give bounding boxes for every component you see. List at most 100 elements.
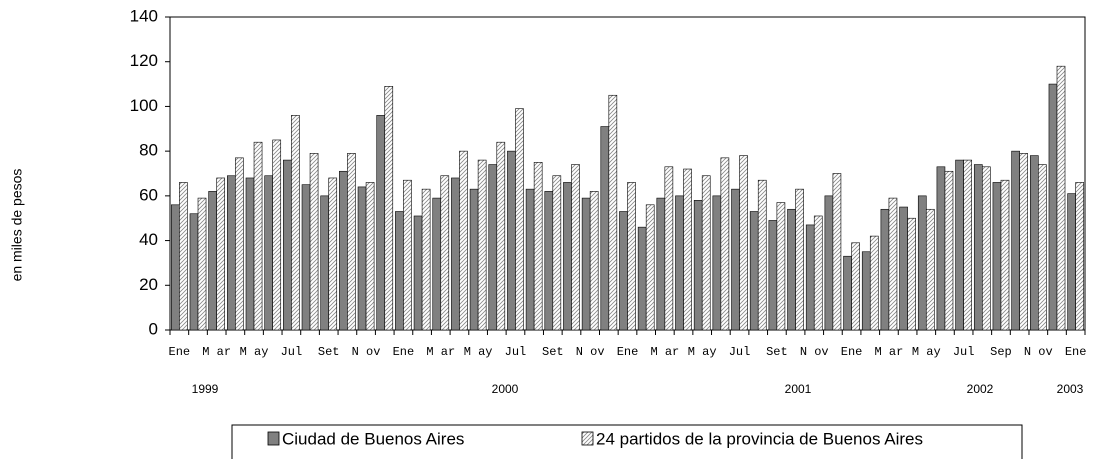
bar [283, 159, 292, 331]
bar [776, 202, 786, 331]
bar [992, 182, 1002, 331]
bar [645, 204, 655, 331]
bar [664, 166, 674, 331]
year-label: 2003 [1057, 382, 1084, 396]
bar [701, 175, 711, 331]
legend-swatch [267, 431, 280, 446]
bar [768, 220, 778, 331]
bar [301, 184, 311, 331]
x-tick-label: Jul [729, 345, 751, 359]
bar [488, 164, 498, 331]
bar [216, 177, 226, 331]
bar [675, 195, 684, 331]
bar [395, 211, 404, 331]
bar [1075, 182, 1084, 331]
bar [693, 200, 703, 331]
bar [533, 162, 543, 331]
bar [451, 177, 460, 331]
x-tick-label: Set [318, 345, 340, 359]
x-tick-label: M ay [464, 345, 493, 359]
bar [440, 175, 450, 331]
bar [571, 164, 580, 331]
bar [861, 251, 871, 331]
bar [507, 150, 516, 331]
year-label: 2002 [967, 382, 994, 396]
bar [235, 157, 244, 331]
bar [515, 108, 524, 331]
y-tick-label: 100 [130, 96, 158, 115]
x-tick-label: M ar [426, 345, 455, 359]
bar [432, 197, 442, 331]
y-tick-label: 120 [130, 51, 158, 70]
bar [712, 195, 722, 331]
bar [600, 126, 610, 331]
bar [656, 197, 666, 331]
bar [552, 175, 562, 331]
y-tick-label: 0 [149, 319, 158, 338]
x-tick-label: N ov [352, 345, 381, 359]
x-tick-label: N ov [1024, 345, 1053, 359]
bar [880, 208, 890, 331]
legend-label: 24 partidos de la provincia de Buenos Ai… [596, 429, 923, 448]
bar [496, 141, 506, 331]
bar [925, 208, 935, 331]
bar [581, 197, 591, 331]
bar [272, 139, 282, 331]
bar [413, 215, 423, 331]
legend-box [231, 424, 1023, 459]
x-tick-label: Jul [281, 345, 303, 359]
bar [973, 164, 983, 331]
bar [208, 191, 217, 331]
bar [245, 177, 255, 331]
y-tick-label: 60 [139, 185, 158, 204]
x-tick-label: Jul [505, 345, 527, 359]
bar [347, 153, 356, 331]
bar [720, 157, 730, 331]
bar [477, 159, 487, 331]
bar [403, 179, 412, 331]
bar [1029, 155, 1039, 331]
bar [813, 215, 823, 331]
bar [227, 175, 236, 331]
y-tick-label: 40 [139, 230, 158, 249]
x-tick-label: Ene [1065, 345, 1087, 359]
bar [739, 155, 748, 331]
bar [1038, 164, 1047, 331]
year-label: 2000 [492, 382, 519, 396]
bar [955, 159, 964, 331]
bar [888, 197, 898, 331]
bar [805, 224, 815, 331]
x-tick-label: M ar [875, 345, 904, 359]
bar [963, 159, 972, 331]
bar [832, 173, 842, 331]
bar [899, 206, 908, 331]
x-tick-label: Ene [841, 345, 863, 359]
bar [525, 188, 535, 331]
bar [731, 188, 740, 331]
x-tick-label: N ov [800, 345, 829, 359]
bar [589, 191, 599, 331]
bar [757, 179, 767, 331]
bar [627, 182, 636, 331]
bar [749, 211, 759, 331]
bar [179, 182, 188, 331]
x-tick-label: M ay [240, 345, 269, 359]
x-tick-label: N ov [576, 345, 605, 359]
legend-label: Ciudad de Buenos Aires [282, 429, 464, 448]
bar [1011, 150, 1020, 331]
bar [264, 175, 274, 331]
x-tick-label: Jul [953, 345, 975, 359]
bar [563, 182, 572, 331]
y-tick-label: 20 [139, 275, 158, 294]
bar [637, 226, 647, 331]
bar [253, 141, 263, 331]
x-tick-label: M ar [202, 345, 231, 359]
bar [619, 211, 628, 331]
bar [1056, 65, 1066, 331]
bar [608, 94, 618, 331]
x-tick-label: Set [766, 345, 788, 359]
bar [843, 255, 852, 331]
x-tick-label: Ene [169, 345, 191, 359]
bar [683, 168, 692, 331]
x-tick-label: Ene [393, 345, 415, 359]
